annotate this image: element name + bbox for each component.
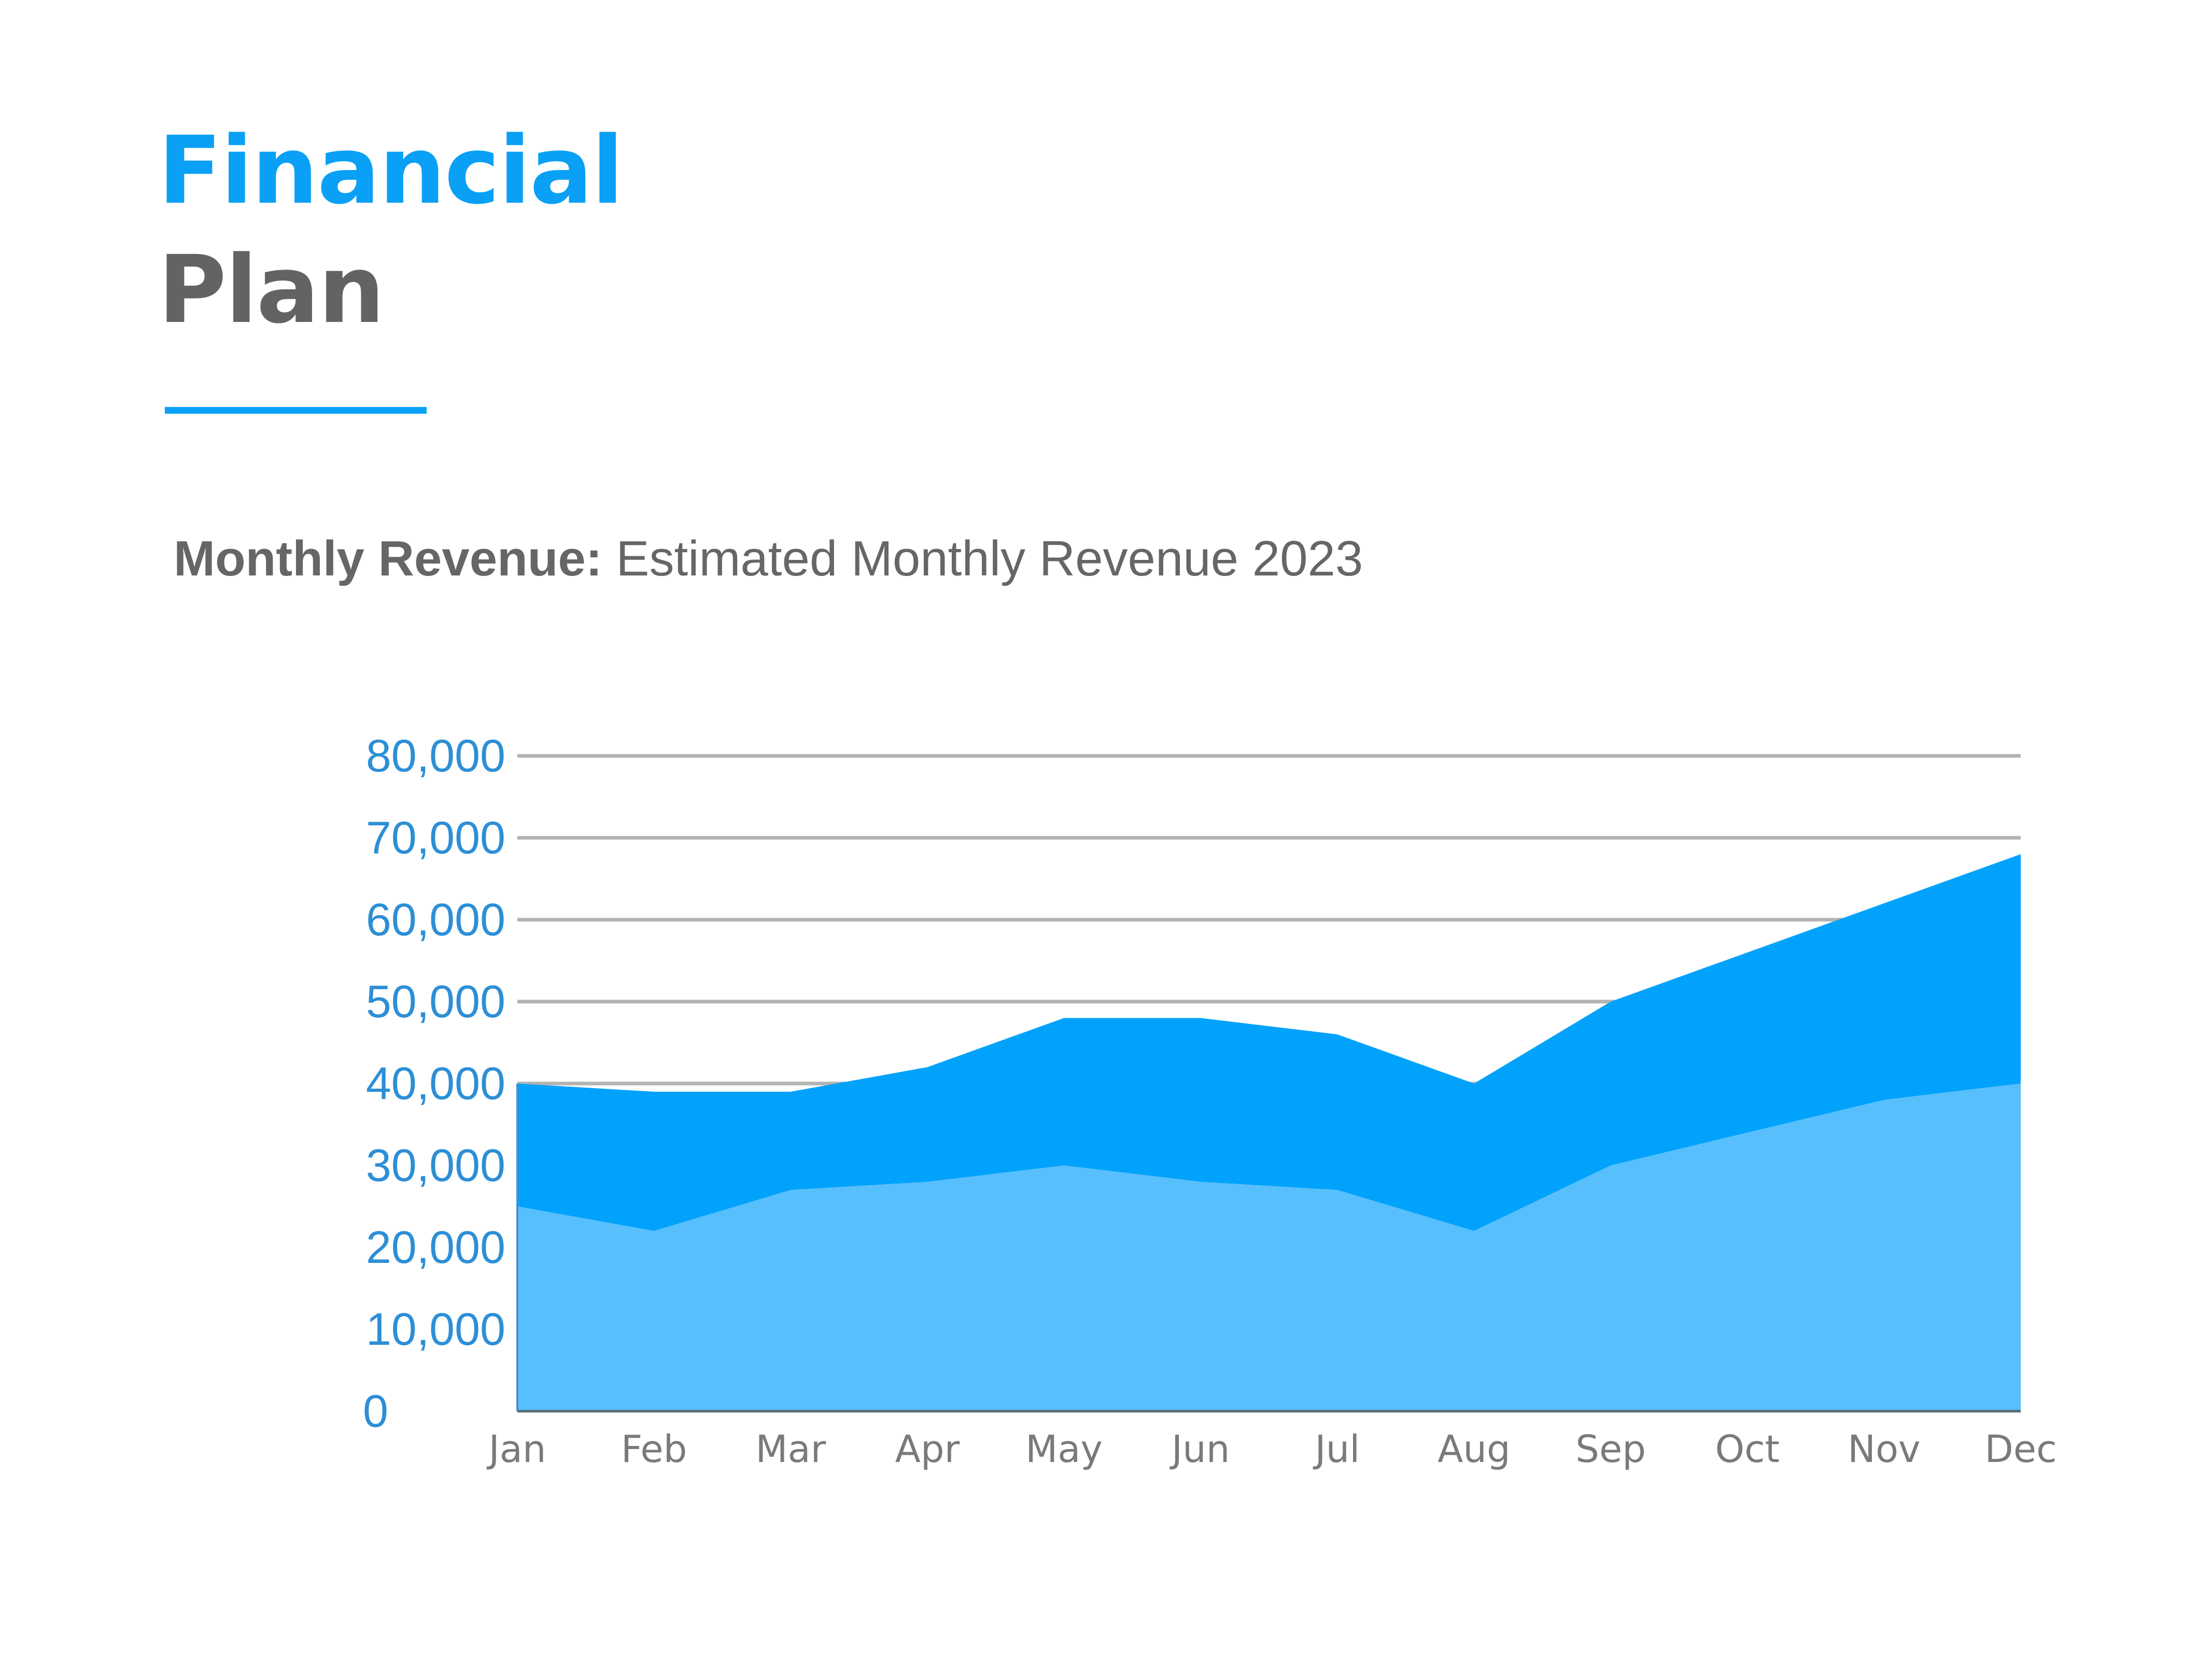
x-tick-label: Apr [895, 1427, 960, 1471]
y-tick-label: 30,000 [366, 1140, 505, 1191]
x-tick-label: Dec [1984, 1427, 2056, 1471]
x-tick-label: Feb [621, 1427, 687, 1471]
y-tick-label: 20,000 [366, 1221, 505, 1273]
title-financial: Financial [158, 117, 624, 225]
y-tick-label: 10,000 [366, 1303, 505, 1355]
series-upper-area [517, 854, 2021, 1231]
x-tick-label: Jan [487, 1427, 546, 1471]
x-tick-label: Nov [1848, 1427, 1921, 1471]
y-tick-label: 80,000 [366, 730, 505, 781]
x-tick-label: Aug [1438, 1427, 1511, 1471]
title-underline [165, 407, 427, 414]
title-plan: Plan [158, 236, 385, 344]
series-lower-area [517, 1084, 2021, 1411]
x-tick-label: Jul [1313, 1427, 1360, 1471]
chart-subtitle: Monthly Revenue: Estimated Monthly Reven… [174, 531, 1363, 586]
x-tick-label: May [1025, 1427, 1103, 1471]
y-tick-label: 70,000 [366, 812, 505, 863]
x-tick-label: Sep [1575, 1427, 1646, 1471]
x-tick-label: Jun [1170, 1427, 1230, 1471]
x-tick-label: Oct [1715, 1427, 1780, 1471]
x-tick-label: Mar [755, 1427, 826, 1471]
y-tick-label: 0 [363, 1385, 388, 1437]
subtitle-text: Estimated Monthly Revenue 2023 [602, 531, 1363, 586]
y-tick-label: 40,000 [366, 1058, 505, 1109]
y-tick-label: 60,000 [366, 894, 505, 945]
subtitle-label: Monthly Revenue: [174, 531, 602, 586]
y-tick-label: 50,000 [366, 976, 505, 1027]
